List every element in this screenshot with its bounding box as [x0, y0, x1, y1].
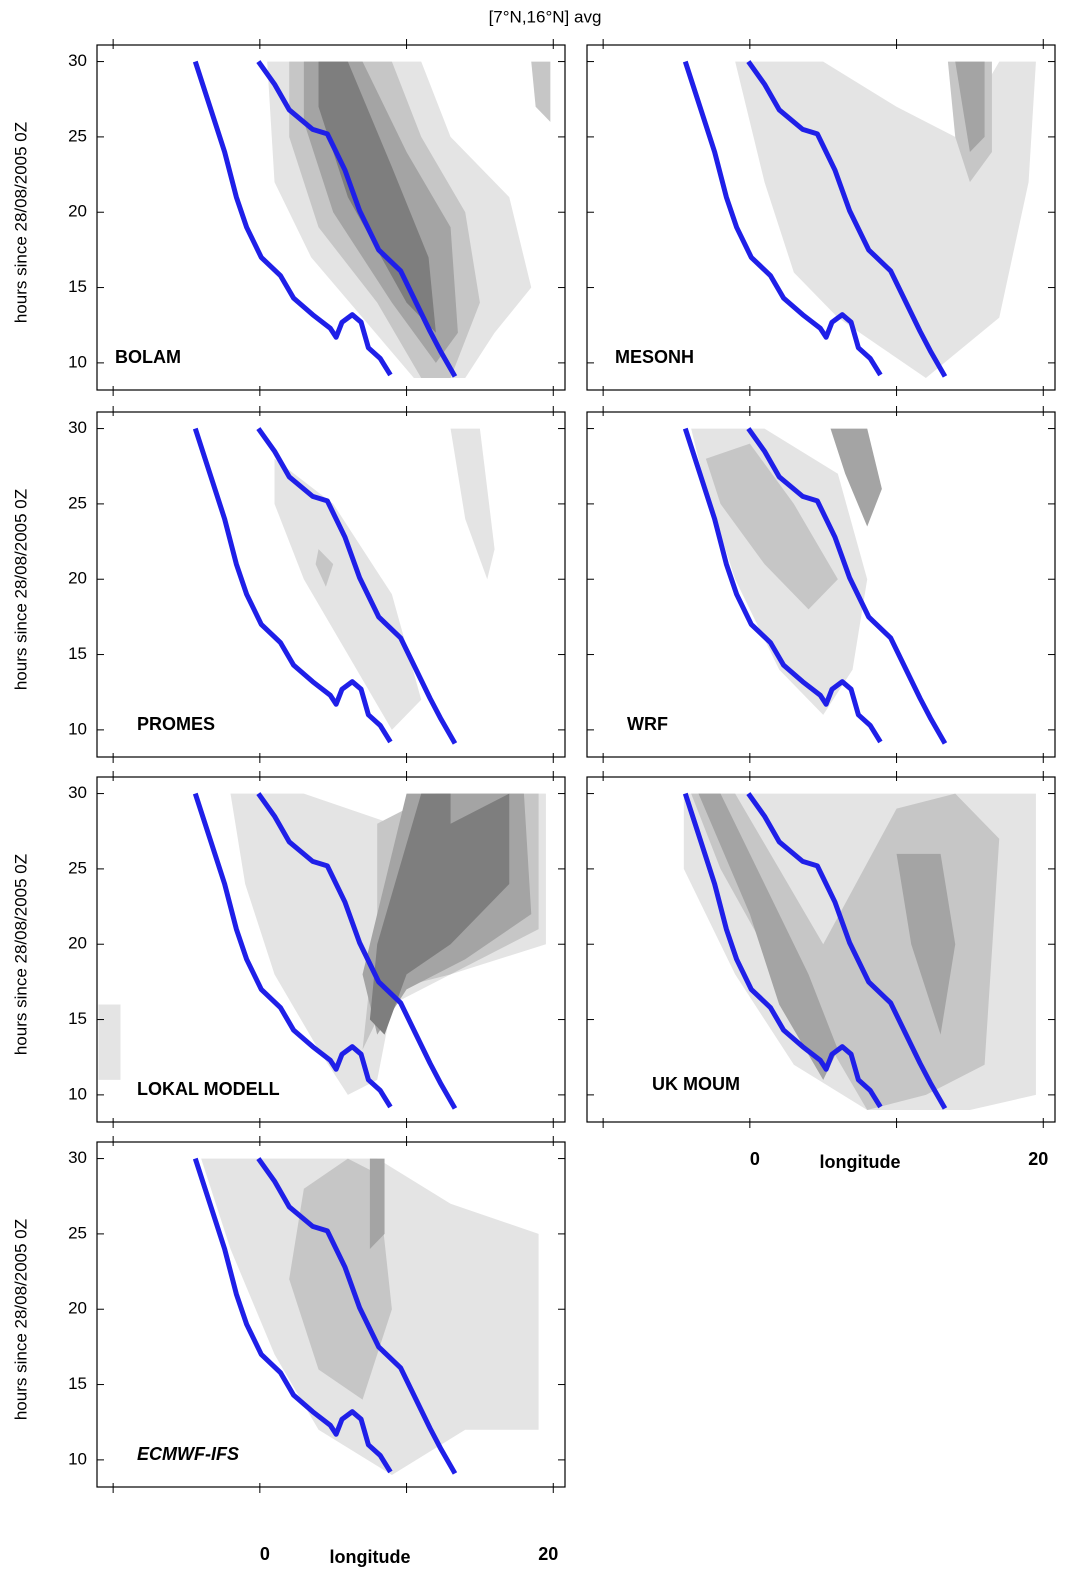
y-axis-label: hours since 28/08/2005 0Z	[11, 489, 30, 690]
shaded-contour	[705, 443, 838, 610]
trough-line	[192, 1157, 393, 1474]
y-tick-label: 30	[68, 783, 87, 802]
trough-line	[192, 792, 393, 1109]
model-label: WRF	[627, 714, 668, 734]
trough-line	[192, 427, 393, 744]
y-tick-label: 15	[68, 277, 87, 296]
shaded-contour	[289, 1158, 392, 1400]
shaded-contour	[369, 1158, 385, 1249]
figure-title: [7°N,16°N] avg	[489, 7, 602, 26]
y-tick-label: 15	[68, 1374, 87, 1393]
y-tick-label: 25	[68, 858, 87, 877]
y-tick-label: 10	[68, 352, 87, 371]
shaded-contour	[830, 428, 882, 527]
trough-line	[682, 60, 883, 377]
trough-line	[682, 792, 883, 1109]
x-axis-label: longitude	[330, 1547, 411, 1567]
panel-frame	[96, 411, 566, 758]
panel-frame	[96, 1141, 566, 1488]
trough-line	[256, 427, 458, 745]
model-label: PROMES	[137, 714, 215, 734]
shaded-contour	[450, 428, 495, 580]
y-tick-label: 30	[68, 1148, 87, 1167]
x-tick-label: 0	[750, 1149, 760, 1169]
y-axis-label: hours since 28/08/2005 0Z	[11, 854, 30, 1055]
y-tick-label: 25	[68, 126, 87, 145]
trough-line	[682, 427, 883, 744]
panel-frame	[96, 44, 566, 391]
model-label: ECMWF-IFS	[137, 1444, 239, 1464]
y-tick-label: 25	[68, 1223, 87, 1242]
shaded-contour	[531, 61, 551, 122]
panel	[98, 792, 546, 1110]
trough-line	[746, 427, 948, 745]
y-tick-label: 20	[68, 1299, 87, 1318]
y-axis-label: hours since 28/08/2005 0Z	[11, 1219, 30, 1420]
panel	[192, 1157, 539, 1475]
y-tick-label: 30	[68, 51, 87, 70]
shaded-contour	[955, 61, 985, 152]
model-label: MESONH	[615, 347, 694, 367]
y-axis-label: hours since 28/08/2005 0Z	[11, 122, 30, 323]
panel	[192, 60, 551, 378]
shaded-contour	[896, 853, 956, 1035]
x-axis-label: longitude	[820, 1152, 901, 1172]
panel-frame	[586, 776, 1056, 1123]
y-tick-label: 15	[68, 644, 87, 663]
x-tick-label: 20	[538, 1544, 558, 1564]
panel	[682, 427, 948, 745]
panel-frame	[586, 411, 1056, 758]
shaded-contour	[315, 549, 334, 587]
y-tick-label: 20	[68, 934, 87, 953]
panel	[682, 60, 1036, 378]
trough-line	[256, 60, 458, 378]
shaded-contour	[98, 1004, 121, 1080]
panel	[192, 427, 495, 745]
y-tick-label: 20	[68, 569, 87, 588]
trough-line	[746, 792, 948, 1110]
shaded-contour	[318, 61, 436, 333]
model-label: UK MOUM	[652, 1074, 740, 1094]
shaded-contour	[369, 793, 510, 1035]
y-tick-label: 10	[68, 1084, 87, 1103]
y-tick-label: 10	[68, 1449, 87, 1468]
y-tick-label: 30	[68, 418, 87, 437]
trough-line	[192, 60, 393, 377]
y-tick-label: 10	[68, 719, 87, 738]
trough-line	[256, 1157, 458, 1475]
panel-frame	[96, 776, 566, 1123]
model-label: BOLAM	[115, 347, 181, 367]
y-tick-label: 20	[68, 202, 87, 221]
panel-frame	[586, 44, 1056, 391]
shaded-contour	[698, 793, 838, 1080]
trough-line	[746, 60, 948, 378]
panel	[682, 792, 1036, 1110]
shaded-contour	[274, 458, 422, 730]
y-tick-label: 25	[68, 493, 87, 512]
x-tick-label: 0	[260, 1544, 270, 1564]
trough-line	[256, 792, 458, 1110]
y-tick-label: 15	[68, 1009, 87, 1028]
model-label: LOKAL MODELL	[137, 1079, 280, 1099]
x-tick-label: 20	[1028, 1149, 1048, 1169]
